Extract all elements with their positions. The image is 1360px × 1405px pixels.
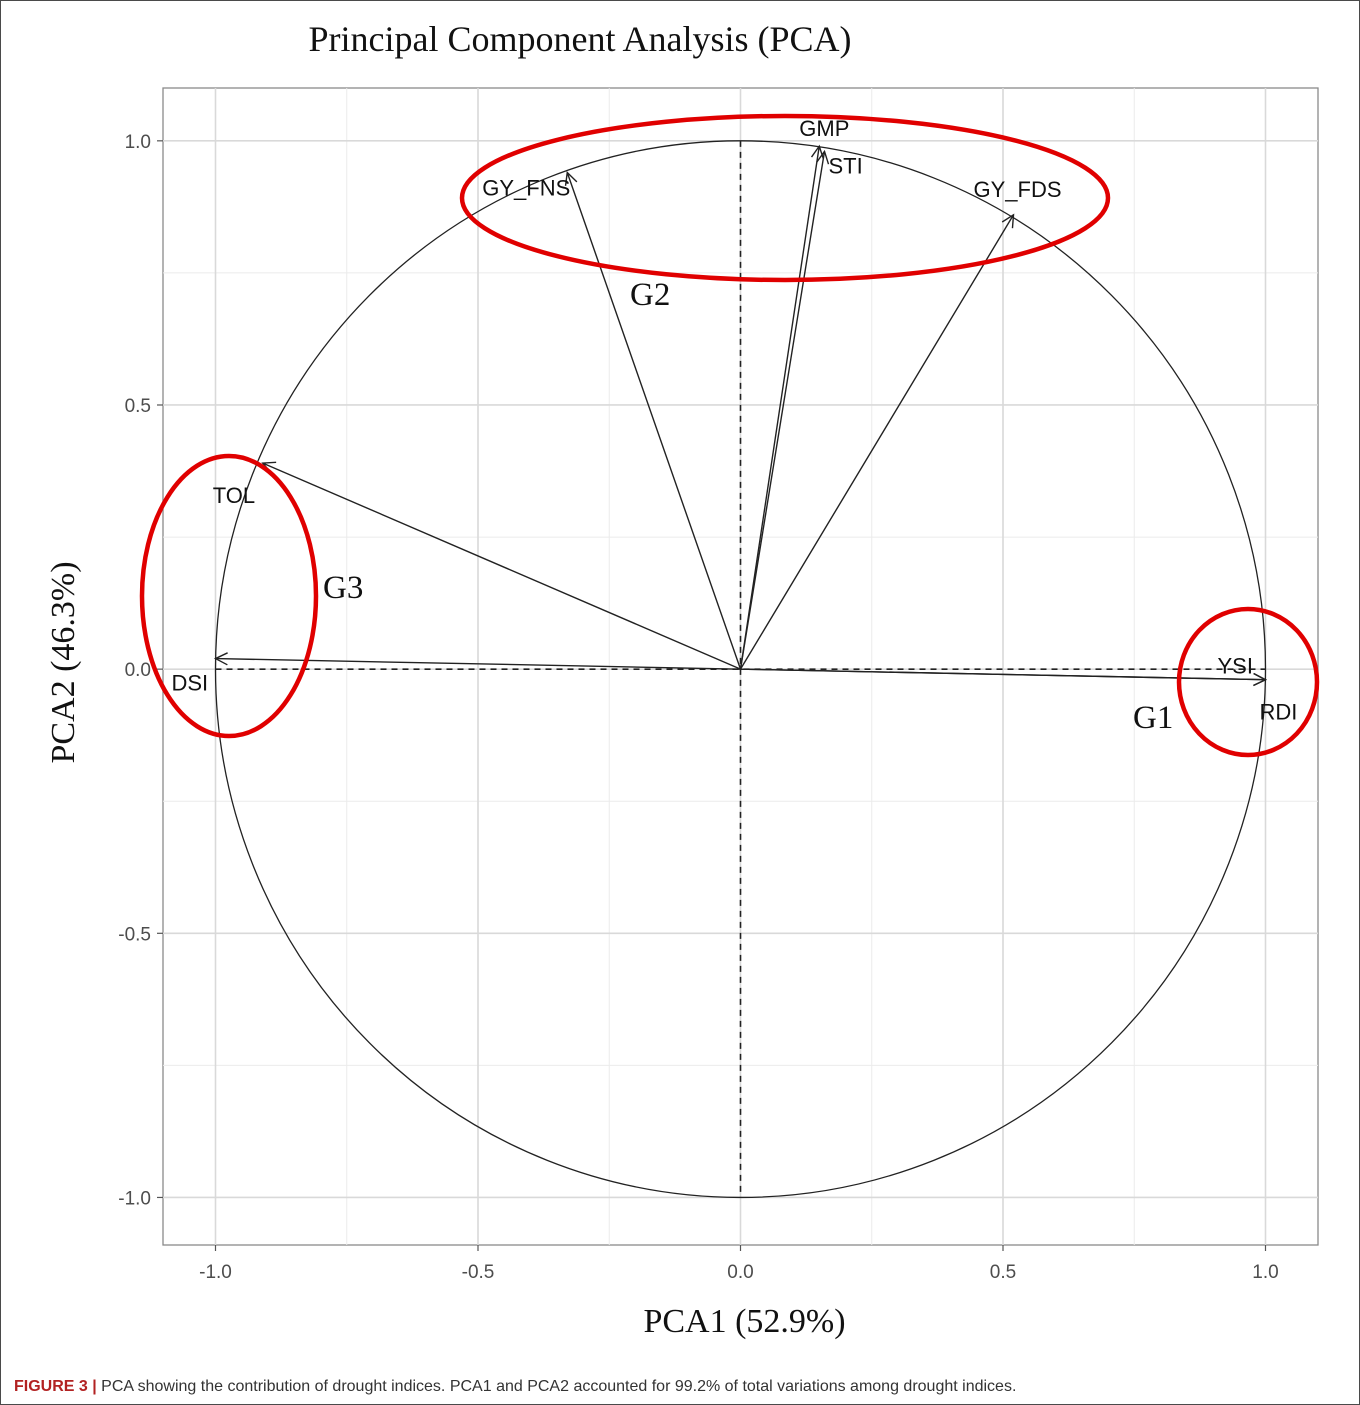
variable-label-ysi: YSI	[1218, 654, 1253, 679]
variable-label-sti: STI	[829, 153, 863, 178]
variable-label-dsi: DSI	[172, 671, 209, 696]
y-tick-label: 1.0	[125, 132, 151, 153]
figure-caption: FIGURE 3 | PCA showing the contribution …	[14, 1378, 1344, 1396]
caption-label: FIGURE 3 |	[14, 1378, 97, 1395]
variable-label-gmp: GMP	[799, 116, 849, 141]
x-tick-label: 0.0	[727, 1262, 753, 1283]
x-tick-label: -1.0	[199, 1262, 232, 1283]
variable-label-gy-fns: GY_FNS	[482, 176, 570, 201]
x-axis-title: PCA1 (52.9%)	[643, 1303, 845, 1340]
y-axis-title: PCA2 (46.3%)	[45, 561, 82, 763]
group-ellipse-g3	[139, 453, 319, 739]
y-tick-label: -0.5	[118, 924, 151, 945]
y-tick-label: 0.0	[125, 660, 151, 681]
x-tick-label: 0.5	[990, 1262, 1016, 1283]
group-label-g2: G2	[630, 277, 670, 313]
variable-label-rdi: RDI	[1260, 700, 1298, 725]
y-tick-label: -1.0	[118, 1188, 151, 1209]
loading-arrow-gmp	[739, 144, 825, 670]
group-label-g1: G1	[1133, 700, 1173, 736]
caption-text: PCA showing the contribution of drought …	[96, 1378, 1017, 1395]
group-label-g3: G3	[323, 570, 363, 606]
group-ellipse-g1	[1176, 606, 1320, 758]
loading-arrow-gy-fns	[564, 171, 742, 670]
x-tick-label: -0.5	[462, 1262, 495, 1283]
variable-label-tol: TOL	[213, 483, 255, 508]
loading-arrow-tol	[261, 461, 741, 670]
variable-label-gy-fds: GY_FDS	[974, 177, 1062, 202]
chart-title: Principal Component Analysis (PCA)	[308, 19, 852, 59]
y-tick-label: 0.5	[125, 396, 151, 417]
x-tick-label: 1.0	[1252, 1262, 1278, 1283]
group-ellipse-g2	[459, 113, 1111, 283]
loading-arrow-sti	[739, 149, 830, 670]
loading-arrow-gy-fds	[739, 213, 1015, 670]
loading-arrow-dsi	[213, 652, 741, 670]
